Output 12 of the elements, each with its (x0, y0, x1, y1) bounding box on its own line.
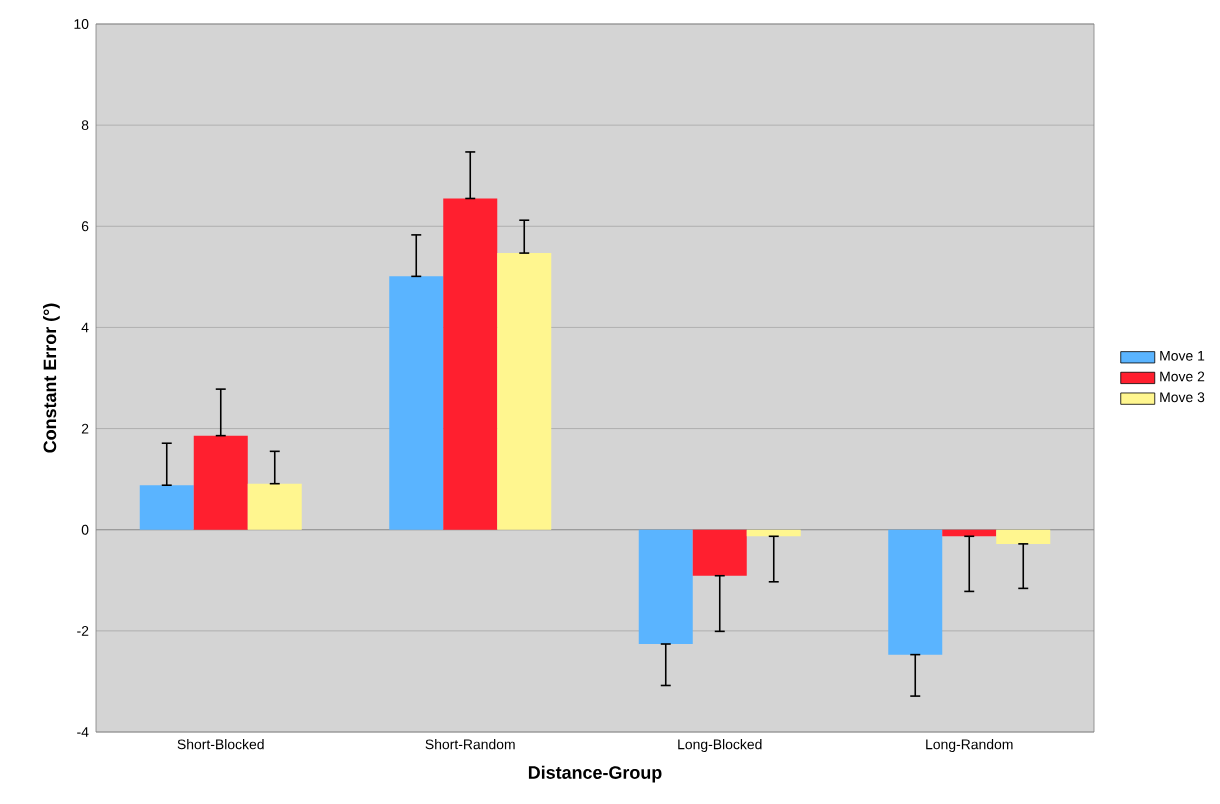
bar (389, 276, 444, 530)
bar (139, 485, 194, 530)
bar (692, 529, 747, 576)
bar (996, 529, 1051, 544)
bar (888, 529, 943, 655)
x-axis-title: Distance-Group (528, 765, 662, 783)
bar (638, 529, 693, 645)
bar (443, 198, 498, 530)
y-axis-title: Constant Error (°) (43, 303, 60, 453)
bar (193, 435, 248, 530)
bar (497, 253, 552, 530)
bar (247, 483, 302, 530)
